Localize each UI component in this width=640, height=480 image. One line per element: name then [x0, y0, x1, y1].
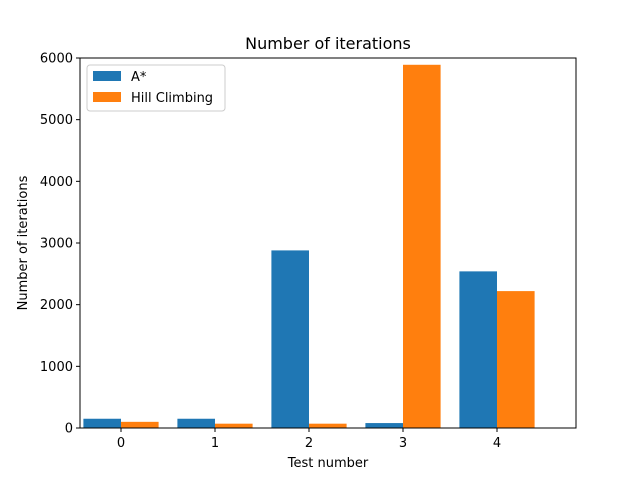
x-tick-label: 4: [493, 436, 501, 451]
legend-label-hill-climbing: Hill Climbing: [131, 91, 213, 106]
bar-series-0-test-3: [365, 423, 403, 428]
chart-title: Number of iterations: [245, 34, 411, 53]
bar-series-0-test-4: [459, 271, 497, 428]
legend-swatch-a-star: [93, 71, 121, 81]
ticks-group: 0 1 2 3 4 0 1000 2000 3000 4000 5000 6000: [40, 52, 501, 452]
x-tick-label: 3: [399, 436, 407, 451]
y-tick-label: 3000: [40, 237, 73, 252]
y-tick-label: 2000: [40, 298, 73, 313]
x-tick-label: 1: [211, 436, 219, 451]
bar-series-0-test-0: [83, 418, 121, 428]
bars-group: [83, 64, 535, 429]
legend-frame: [86, 64, 226, 112]
x-axis-label: Test number: [287, 456, 369, 471]
bar-series-1-test-0: [121, 421, 159, 428]
bar-series-1-test-2: [309, 423, 347, 428]
bar-series-0-test-2: [271, 250, 309, 428]
y-tick-label: 4000: [40, 175, 73, 190]
bar-series-1-test-3: [403, 64, 441, 429]
bar-series-1-test-1: [215, 423, 253, 428]
bar-series-0-test-1: [177, 418, 215, 428]
y-axis-label: Number of iterations: [16, 175, 31, 310]
y-tick-label: 5000: [40, 113, 73, 128]
legend-label-a-star: A*: [131, 70, 147, 85]
legend-swatch-hill-climbing: [93, 92, 121, 102]
y-tick-label: 6000: [40, 52, 73, 67]
legend: A* Hill Climbing: [86, 64, 226, 112]
y-tick-label: 0: [65, 422, 73, 437]
x-tick-label: 0: [117, 436, 125, 451]
plot-frame: [79, 57, 577, 429]
y-tick-label: 1000: [40, 360, 73, 375]
bar-series-1-test-4: [497, 291, 535, 428]
x-tick-label: 2: [305, 436, 313, 451]
